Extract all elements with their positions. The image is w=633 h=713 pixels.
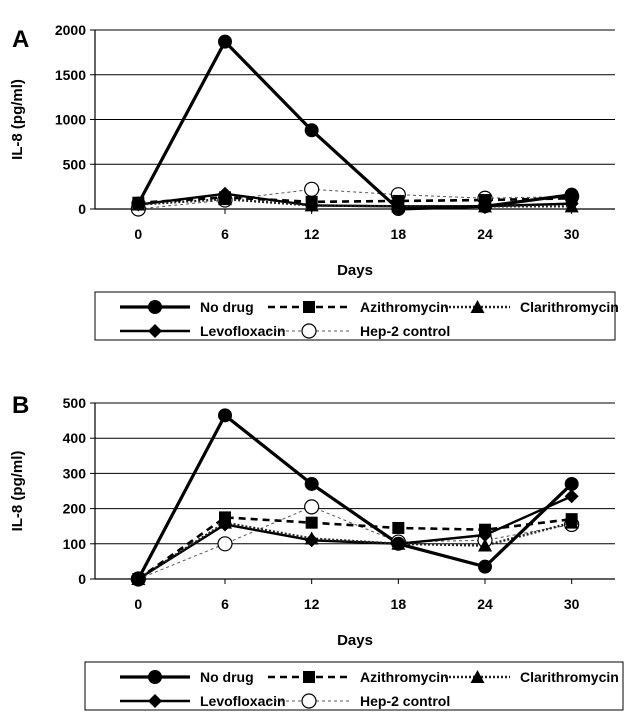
legend-label-azithromycin: Azithromycin	[360, 299, 449, 315]
data-point-azithromycin	[479, 523, 491, 536]
series-line-hep-2-control	[138, 188, 572, 210]
chart-b: B 0 100 200 300 400 500 0 6 12 18 24 30 Days IL-8 (pg/…	[9, 392, 624, 711]
data-point-azithromycin	[305, 516, 318, 529]
data-point-clarithromycin	[304, 531, 319, 545]
data-point-no-drug	[564, 187, 579, 202]
data-point-no-drug	[478, 559, 492, 574]
y-tick-label: 200	[63, 501, 87, 517]
y-tick-label: 1500	[55, 67, 86, 83]
data-point-no-drug	[218, 408, 232, 423]
legend-marker-no-drug	[148, 300, 162, 314]
legend-label-hep-2-control: Hep-2 control	[360, 323, 450, 339]
legend-marker-levofloxacin	[148, 694, 162, 708]
data-point-no-drug	[391, 202, 406, 216]
x-axis-label: Days	[337, 262, 373, 279]
legend-label-no-drug: No drug	[200, 669, 254, 685]
legend-label-no-drug: No drug	[200, 299, 254, 315]
x-tick-label: 30	[564, 596, 580, 612]
x-tick-label: 18	[391, 596, 407, 612]
data-point-no-drug	[131, 572, 146, 586]
x-tick-label: 24	[477, 226, 493, 242]
x-axis-label: Days	[337, 632, 373, 649]
y-tick-label: 100	[63, 536, 87, 552]
x-tick-label: 0	[134, 596, 142, 612]
series-line-clarithromycin	[138, 197, 572, 208]
x-tick-label: 30	[564, 226, 580, 242]
data-point-levofloxacin	[564, 489, 579, 504]
panel-label: A	[12, 26, 29, 53]
data-point-no-drug	[304, 123, 319, 138]
x-tick-label: 12	[304, 226, 320, 242]
legend-label-levofloxacin: Levofloxacin	[200, 693, 286, 709]
legend-label-hep-2-control: Hep-2 control	[360, 693, 450, 709]
legend-marker-clarithromycin	[470, 670, 485, 683]
legend-label-azithromycin: Azithromycin	[360, 669, 449, 685]
y-tick-label: 2000	[55, 22, 86, 38]
data-point-hep-2-control	[304, 181, 320, 197]
legend-marker-hep-2-control	[301, 693, 317, 709]
series-line-hep-2-control	[138, 506, 572, 580]
y-tick-label: 400	[63, 430, 87, 446]
series-line-levofloxacin	[137, 495, 573, 581]
y-tick-label: 500	[63, 395, 87, 411]
legend-label-levofloxacin: Levofloxacin	[200, 323, 286, 339]
data-point-azithromycin	[392, 521, 405, 534]
series-line-clarithromycin	[137, 521, 572, 581]
data-point-azithromycin	[219, 191, 231, 204]
data-point-clarithromycin	[478, 538, 492, 552]
data-point-hep-2-control	[304, 499, 320, 515]
data-point-no-drug	[391, 536, 406, 551]
legend-marker-azithromycin	[303, 671, 315, 683]
legend-marker-levofloxacin	[148, 324, 162, 338]
y-tick-label: 0	[78, 571, 86, 587]
legend-label-clarithromycin: Clarithromycin	[520, 669, 619, 685]
y-tick-label: 300	[63, 465, 87, 481]
x-tick-label: 6	[221, 596, 229, 612]
y-tick-label: 1000	[55, 112, 86, 128]
legend-marker-clarithromycin	[470, 300, 485, 313]
data-point-azithromycin	[565, 513, 578, 526]
series-line-azithromycin	[138, 196, 572, 205]
data-point-no-drug	[218, 34, 232, 49]
y-axis-label: IL-8 (pg/ml)	[9, 451, 26, 532]
data-point-no-drug	[564, 476, 579, 491]
x-tick-label: 0	[134, 226, 142, 242]
series-line-no-drug	[136, 40, 572, 211]
data-point-azithromycin	[219, 511, 231, 524]
series-line-azithromycin	[137, 516, 572, 581]
data-point-hep-2-control	[217, 536, 233, 552]
y-tick-label: 500	[63, 156, 87, 172]
legend-label-clarithromycin: Clarithromycin	[520, 299, 619, 315]
x-tick-label: 24	[477, 596, 493, 612]
x-tick-label: 18	[391, 226, 407, 242]
series-line-no-drug	[136, 413, 573, 580]
data-point-clarithromycin	[564, 199, 579, 213]
y-axis-label: IL-8 (pg/ml)	[9, 79, 26, 160]
x-tick-label: 6	[221, 226, 229, 242]
data-point-azithromycin	[305, 195, 318, 208]
data-point-no-drug	[131, 196, 146, 211]
legend-marker-azithromycin	[303, 301, 315, 313]
legend-marker-hep-2-control	[301, 323, 317, 339]
panel-label: B	[12, 392, 29, 419]
data-point-no-drug	[304, 476, 319, 491]
y-tick-label: 0	[78, 201, 86, 217]
data-point-no-drug	[478, 199, 492, 214]
legend-marker-no-drug	[148, 670, 162, 684]
chart-a: A 0 500 1000 1500 2000 0 6 12 18 24 30 Days IL-8 (pg/…	[9, 22, 619, 341]
x-tick-label: 12	[304, 596, 320, 612]
